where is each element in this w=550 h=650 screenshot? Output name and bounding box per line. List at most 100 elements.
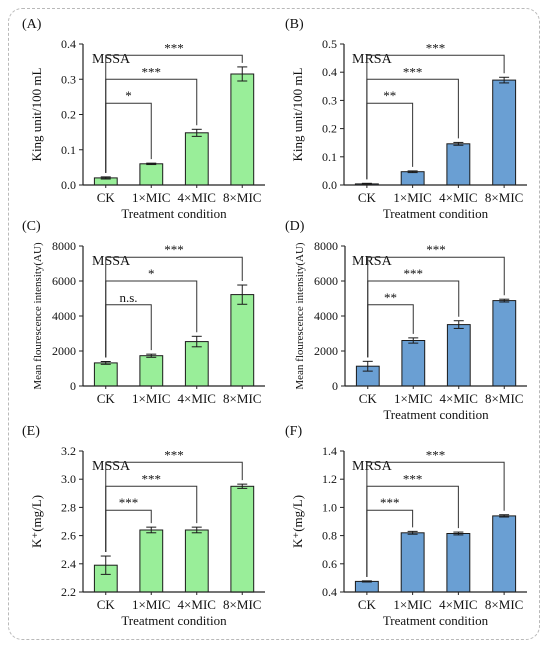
y-tick-label: 6000 [314,274,338,288]
bar-4 [492,300,517,387]
strain-label: MRSA [352,459,393,474]
significance-label-2: *** [142,471,162,486]
bar-2 [400,532,425,593]
y-tick-label: 0.1 [61,143,76,157]
y-tick-label: 8000 [52,239,76,253]
x-tick-label: CK [97,391,116,406]
bar-3 [446,143,471,186]
significance-bracket-1 [366,102,414,180]
significance-bracket-1 [105,102,152,173]
significance-label-1: * [125,88,132,103]
significance-label-1: ** [383,88,396,103]
bar-3 [184,341,209,387]
significance-label-3: *** [164,242,184,257]
bar-1 [354,580,379,593]
y-tick-label: 0.2 [61,108,76,122]
x-axis-label: Treatment condition [383,206,489,221]
significance-label-3: *** [426,242,446,257]
significance-label-2: *** [404,266,424,281]
y-tick-label: 6000 [52,274,76,288]
strain-label: MRSA [352,254,393,269]
bar-2 [400,171,425,186]
y-tick-label: 0.2 [322,122,337,136]
panel-label: (C) [22,219,41,234]
y-tick-label: 0.4 [61,37,76,51]
y-tick-label: 1.2 [322,472,337,486]
bar-3 [446,324,471,387]
x-tick-label: 4×MIC [439,597,477,612]
bar-2 [401,340,426,387]
significance-label-1: ** [384,290,397,305]
y-tick-label: 3.2 [61,444,76,458]
y-tick-label: 2000 [52,344,76,358]
significance-bracket-3 [105,461,243,553]
strain-label: MSSA [92,52,131,67]
x-tick-label: 8×MIC [223,391,261,406]
bar-3 [184,132,209,186]
y-tick-label: 0.5 [322,37,337,51]
x-tick-label: CK [358,597,377,612]
strain-label: MSSA [92,254,131,269]
panel-c: (C) MSSA 0 2000 4000 6000 8000 CK 1×MIC 4×MIC 8×MI… [22,219,265,406]
x-tick-label: 8×MIC [223,190,261,205]
significance-label-3: *** [426,447,446,462]
significance-label-1: n.s. [119,290,137,305]
panel-label: (E) [22,424,40,439]
significance-label-3: *** [426,40,446,55]
significance-label-2: *** [403,64,423,79]
significance-bracket-3 [105,54,243,173]
x-tick-label: 1×MIC [393,190,431,205]
y-tick-label: 0.0 [322,178,337,192]
x-tick-label: CK [97,597,116,612]
x-axis-label: Treatment condition [383,613,489,628]
bar-2 [139,355,164,387]
significance-bracket-3 [366,54,505,180]
y-tick-label: 1.4 [322,444,337,458]
x-tick-label: 4×MIC [178,391,216,406]
x-tick-label: 1×MIC [394,391,432,406]
significance-bracket-3 [366,461,505,577]
y-axis-label: K⁺(mg/L) [290,495,305,548]
y-tick-label: 0.8 [322,529,337,543]
y-axis-label: K⁺(mg/L) [29,495,44,548]
figure-frame [8,8,540,640]
panel-a: (A) MSSA 0.0 0.1 0.2 0.3 0.4 CK 1×MIC 4×MIC 8×MICT… [22,17,265,221]
panel-label: (D) [285,219,305,234]
bar-4 [492,515,517,593]
bar-2 [139,163,164,186]
x-tick-label: 1×MIC [132,597,170,612]
x-tick-label: 8×MIC [485,190,523,205]
x-tick-label: 1×MIC [132,190,170,205]
bar-4 [230,294,255,387]
x-tick-label: 8×MIC [223,597,261,612]
x-tick-label: 4×MIC [440,391,478,406]
bar-4 [492,79,517,186]
x-tick-label: CK [97,190,116,205]
significance-bracket-3 [105,256,243,358]
y-tick-label: 0.3 [61,72,76,86]
y-axis-label: King unit/100 mL [290,67,305,161]
y-tick-label: 0.1 [322,150,337,164]
y-tick-label: 1.0 [322,500,337,514]
x-tick-label: CK [358,190,377,205]
y-tick-label: 0 [332,379,338,393]
panel-b: (B) MRSA 0.0 0.1 0.2 0.3 0.4 0.5 CK 1×MIC 4×MIC 8×M… [285,17,527,221]
significance-label-3: *** [164,40,184,55]
significance-bracket-3 [367,256,505,358]
bar-1 [93,362,118,387]
y-tick-label: 0.4 [322,585,337,599]
y-tick-label: 3.0 [61,472,76,486]
panel-label: (F) [285,424,302,439]
significance-bracket-1 [105,304,152,358]
x-tick-label: 4×MIC [439,190,477,205]
y-tick-label: 0.4 [322,65,337,79]
significance-label-3: *** [164,447,184,462]
y-axis-label: King unit/100 mL [29,67,44,161]
panel-f: (F) MRSA 0.4 0.6 0.8 1.0 1.2 1.4 CK 1×MIC 4×MIC 8×M… [285,424,527,628]
bar-4 [230,73,255,186]
significance-label-2: *** [142,64,162,79]
y-tick-label: 4000 [314,309,338,323]
y-tick-label: 0.3 [322,93,337,107]
bar-3 [446,533,471,593]
significance-label-2: * [148,266,155,281]
